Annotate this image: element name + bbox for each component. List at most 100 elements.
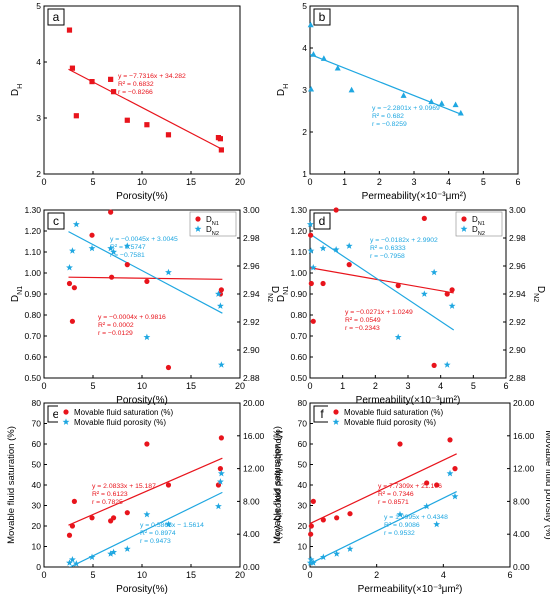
data-point-red <box>66 280 73 287</box>
data-point-red <box>444 291 450 297</box>
data-point-blue <box>217 469 225 477</box>
y2-tick-label: 2.96 <box>243 261 260 271</box>
data-point-blue <box>143 333 151 341</box>
x-axis-label: Permeability(×10⁻³μm²) <box>362 191 467 202</box>
y2-tick-label: 16.00 <box>243 431 265 441</box>
data-point-blue <box>394 333 402 341</box>
panel-c: 0 5 10 15 20 0.50 0.60 0.70 0.80 0.90 1.00 1.10 1.20… <box>10 205 280 406</box>
fit-equation-text: r = 0.9473 <box>140 538 171 545</box>
x-axis-label: Porosity(%) <box>116 191 168 202</box>
data-point-blue <box>307 21 314 28</box>
data-point-red <box>165 482 172 488</box>
data-point-blue <box>107 550 115 557</box>
y-tick-label: 1.00 <box>290 268 307 278</box>
x-tick-label: 5 <box>90 177 95 187</box>
y-tick-label: 1.20 <box>24 226 41 236</box>
x-tick-label: 5 <box>90 381 95 391</box>
y-tick-label: 4 <box>36 57 41 67</box>
fit-equation-text: y = 0.5865x − 1.5614 <box>140 522 204 529</box>
y-tick-label: 60 <box>32 439 42 449</box>
y2-tick-label: 2.92 <box>509 317 526 327</box>
data-point-blue <box>107 244 115 252</box>
data-point-red <box>452 466 458 472</box>
data-point-red <box>215 482 222 488</box>
data-point-blue <box>348 86 355 93</box>
y2-tick-label: 12.00 <box>513 464 535 474</box>
y-tick-label: 3 <box>302 85 307 95</box>
data-point-blue <box>66 264 73 271</box>
legend-marker-blue <box>460 225 468 232</box>
data-point-red <box>308 523 314 529</box>
data-point-blue <box>438 100 445 106</box>
data-point-red <box>218 147 224 153</box>
x-tick-label: 5 <box>471 381 476 391</box>
x-tick-label: 6 <box>503 381 508 391</box>
legend-box <box>328 405 488 429</box>
y-tick-label: 1.30 <box>290 205 307 215</box>
data-point-blue <box>423 502 431 510</box>
x-tick-label: 10 <box>137 570 147 580</box>
fit-equation-text: R² = 0.7346 <box>378 491 414 498</box>
y2-tick-label: 8.00 <box>243 496 260 506</box>
data-point-blue <box>66 559 73 566</box>
x-tick-label: 3 <box>411 177 416 187</box>
data-point-red <box>124 262 130 268</box>
data-point-red <box>397 441 403 447</box>
x-tick-label: 15 <box>186 177 196 187</box>
y-tick-label: 5 <box>302 1 307 11</box>
y2-tick-label: 0.00 <box>243 562 260 572</box>
x-tick-label: 0 <box>41 570 46 580</box>
data-point-blue <box>88 244 96 252</box>
y-axis-label: DH <box>10 84 24 96</box>
data-point-blue <box>215 290 222 297</box>
data-point-red <box>447 437 453 443</box>
y2-tick-label: 12.00 <box>243 464 265 474</box>
legend-label: DN2 <box>472 225 485 237</box>
data-point-blue <box>123 545 131 552</box>
y2-tick-label: 2.90 <box>509 345 526 355</box>
fit-equation-text: y = −7.7316x + 34.282 <box>118 73 186 80</box>
fit-equation-text: y = −0.0271x + 1.0249 <box>345 309 413 316</box>
x-tick-label: 0 <box>307 570 312 580</box>
y-axis-label: DN1 <box>276 286 290 302</box>
fit-line-red <box>310 453 457 525</box>
fit-equation-text: r = 0.7825 <box>92 499 123 506</box>
data-point-blue <box>88 553 96 561</box>
data-point-blue <box>72 560 80 567</box>
x-tick-label: 0 <box>307 381 312 391</box>
data-point-blue <box>446 469 454 477</box>
legend-label: Movable fluid porosity (%) <box>74 418 166 427</box>
data-point-red <box>308 531 314 537</box>
panel-d: 0 1 2 3 4 5 6 0.50 0.60 0.70 0.80 0.90 1.00 1.10 1.20 1… <box>276 205 546 406</box>
y2-tick-label: 4.00 <box>513 529 530 539</box>
x-tick-label: 2 <box>374 570 379 580</box>
data-point-blue <box>452 101 459 108</box>
fit-equation-text: R² = 0.0002 <box>98 322 134 329</box>
y2-tick-label: 16.00 <box>513 431 535 441</box>
legend-marker-red <box>333 409 339 415</box>
data-point-red <box>69 523 76 529</box>
data-point-blue <box>143 510 151 518</box>
data-point-red <box>310 498 316 504</box>
panel-label: f <box>320 407 324 421</box>
legend-label: DN1 <box>206 215 219 227</box>
y-tick-label: 1.10 <box>290 247 307 257</box>
panel-label: a <box>53 10 60 24</box>
data-point-blue <box>69 556 76 563</box>
fit-equation-text: y = −0.0004x + 0.9816 <box>98 314 166 321</box>
panel-label-box <box>47 8 65 26</box>
data-point-red <box>310 318 316 324</box>
y-tick-label: 1.00 <box>24 268 41 278</box>
fit-equation-text: R² = 0.6123 <box>92 491 128 498</box>
y2-tick-label: 0.00 <box>513 562 530 572</box>
fit-equation-text: y = −0.0045x + 3.0045 <box>110 236 178 243</box>
x-tick-label: 2 <box>377 177 382 187</box>
data-point-red <box>66 532 73 538</box>
x-tick-label: 4 <box>438 381 443 391</box>
y2-tick-label: 2.88 <box>243 373 260 383</box>
data-point-red <box>108 76 114 82</box>
y-axis-label: DH <box>276 84 290 96</box>
data-point-red <box>110 89 117 95</box>
x-tick-label: 4 <box>446 177 451 187</box>
